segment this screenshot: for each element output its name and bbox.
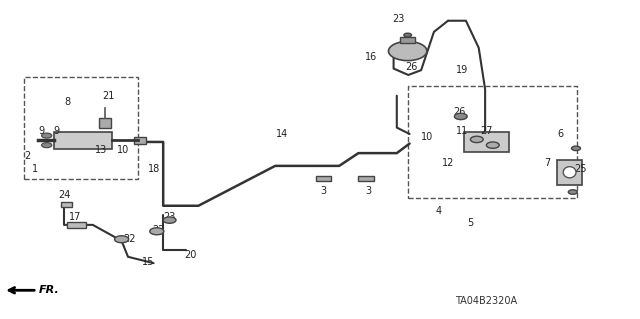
Text: 8: 8 bbox=[64, 97, 70, 107]
Text: 10: 10 bbox=[421, 132, 434, 142]
Circle shape bbox=[572, 146, 580, 151]
Circle shape bbox=[470, 136, 483, 143]
Bar bbox=[67, 222, 86, 228]
Ellipse shape bbox=[563, 167, 576, 178]
Text: 11: 11 bbox=[456, 126, 468, 136]
Text: 6: 6 bbox=[557, 129, 563, 139]
Circle shape bbox=[568, 190, 577, 194]
Bar bbox=[61, 202, 72, 207]
Bar bbox=[464, 132, 509, 152]
Text: 10: 10 bbox=[116, 145, 129, 155]
Text: 1: 1 bbox=[32, 164, 38, 174]
Circle shape bbox=[486, 142, 499, 148]
Text: 22: 22 bbox=[152, 225, 165, 235]
Circle shape bbox=[115, 236, 129, 243]
Text: 22: 22 bbox=[123, 234, 136, 244]
Circle shape bbox=[150, 228, 164, 235]
Text: 12: 12 bbox=[442, 158, 454, 168]
Bar bbox=[54, 131, 112, 149]
Text: FR.: FR. bbox=[38, 285, 59, 295]
Text: TA04B2320A: TA04B2320A bbox=[455, 296, 518, 306]
Circle shape bbox=[42, 143, 52, 148]
Text: 13: 13 bbox=[95, 145, 108, 155]
Circle shape bbox=[388, 41, 427, 61]
Text: 7: 7 bbox=[544, 158, 550, 168]
Text: 3: 3 bbox=[320, 186, 326, 197]
Text: 27: 27 bbox=[480, 126, 493, 136]
Bar bbox=[24, 77, 138, 179]
Text: 24: 24 bbox=[58, 189, 70, 200]
Bar bbox=[358, 176, 374, 181]
Bar bbox=[557, 160, 582, 185]
Bar bbox=[316, 176, 331, 181]
Text: 9: 9 bbox=[38, 126, 45, 136]
Text: 25: 25 bbox=[574, 164, 587, 174]
Circle shape bbox=[454, 113, 467, 120]
Bar bbox=[408, 86, 577, 198]
Text: 5: 5 bbox=[467, 218, 474, 228]
Text: 15: 15 bbox=[142, 256, 155, 267]
Circle shape bbox=[163, 217, 176, 223]
Text: 23: 23 bbox=[392, 14, 404, 24]
Bar bbox=[400, 37, 415, 43]
Text: 14: 14 bbox=[275, 129, 288, 139]
Bar bbox=[134, 137, 146, 144]
Text: 23: 23 bbox=[163, 212, 176, 222]
Text: 20: 20 bbox=[184, 250, 197, 260]
Circle shape bbox=[42, 133, 52, 138]
Bar bbox=[99, 118, 111, 128]
Text: 9: 9 bbox=[53, 126, 60, 136]
Text: 21: 21 bbox=[102, 91, 115, 101]
Circle shape bbox=[404, 33, 412, 37]
Text: 2: 2 bbox=[24, 151, 30, 161]
Text: 4: 4 bbox=[435, 205, 442, 216]
Text: 19: 19 bbox=[456, 65, 468, 75]
Text: 26: 26 bbox=[453, 107, 466, 117]
Text: 18: 18 bbox=[147, 164, 160, 174]
Text: 26: 26 bbox=[405, 62, 418, 72]
Text: 17: 17 bbox=[69, 212, 82, 222]
Text: 16: 16 bbox=[365, 52, 378, 63]
Text: 3: 3 bbox=[365, 186, 371, 197]
